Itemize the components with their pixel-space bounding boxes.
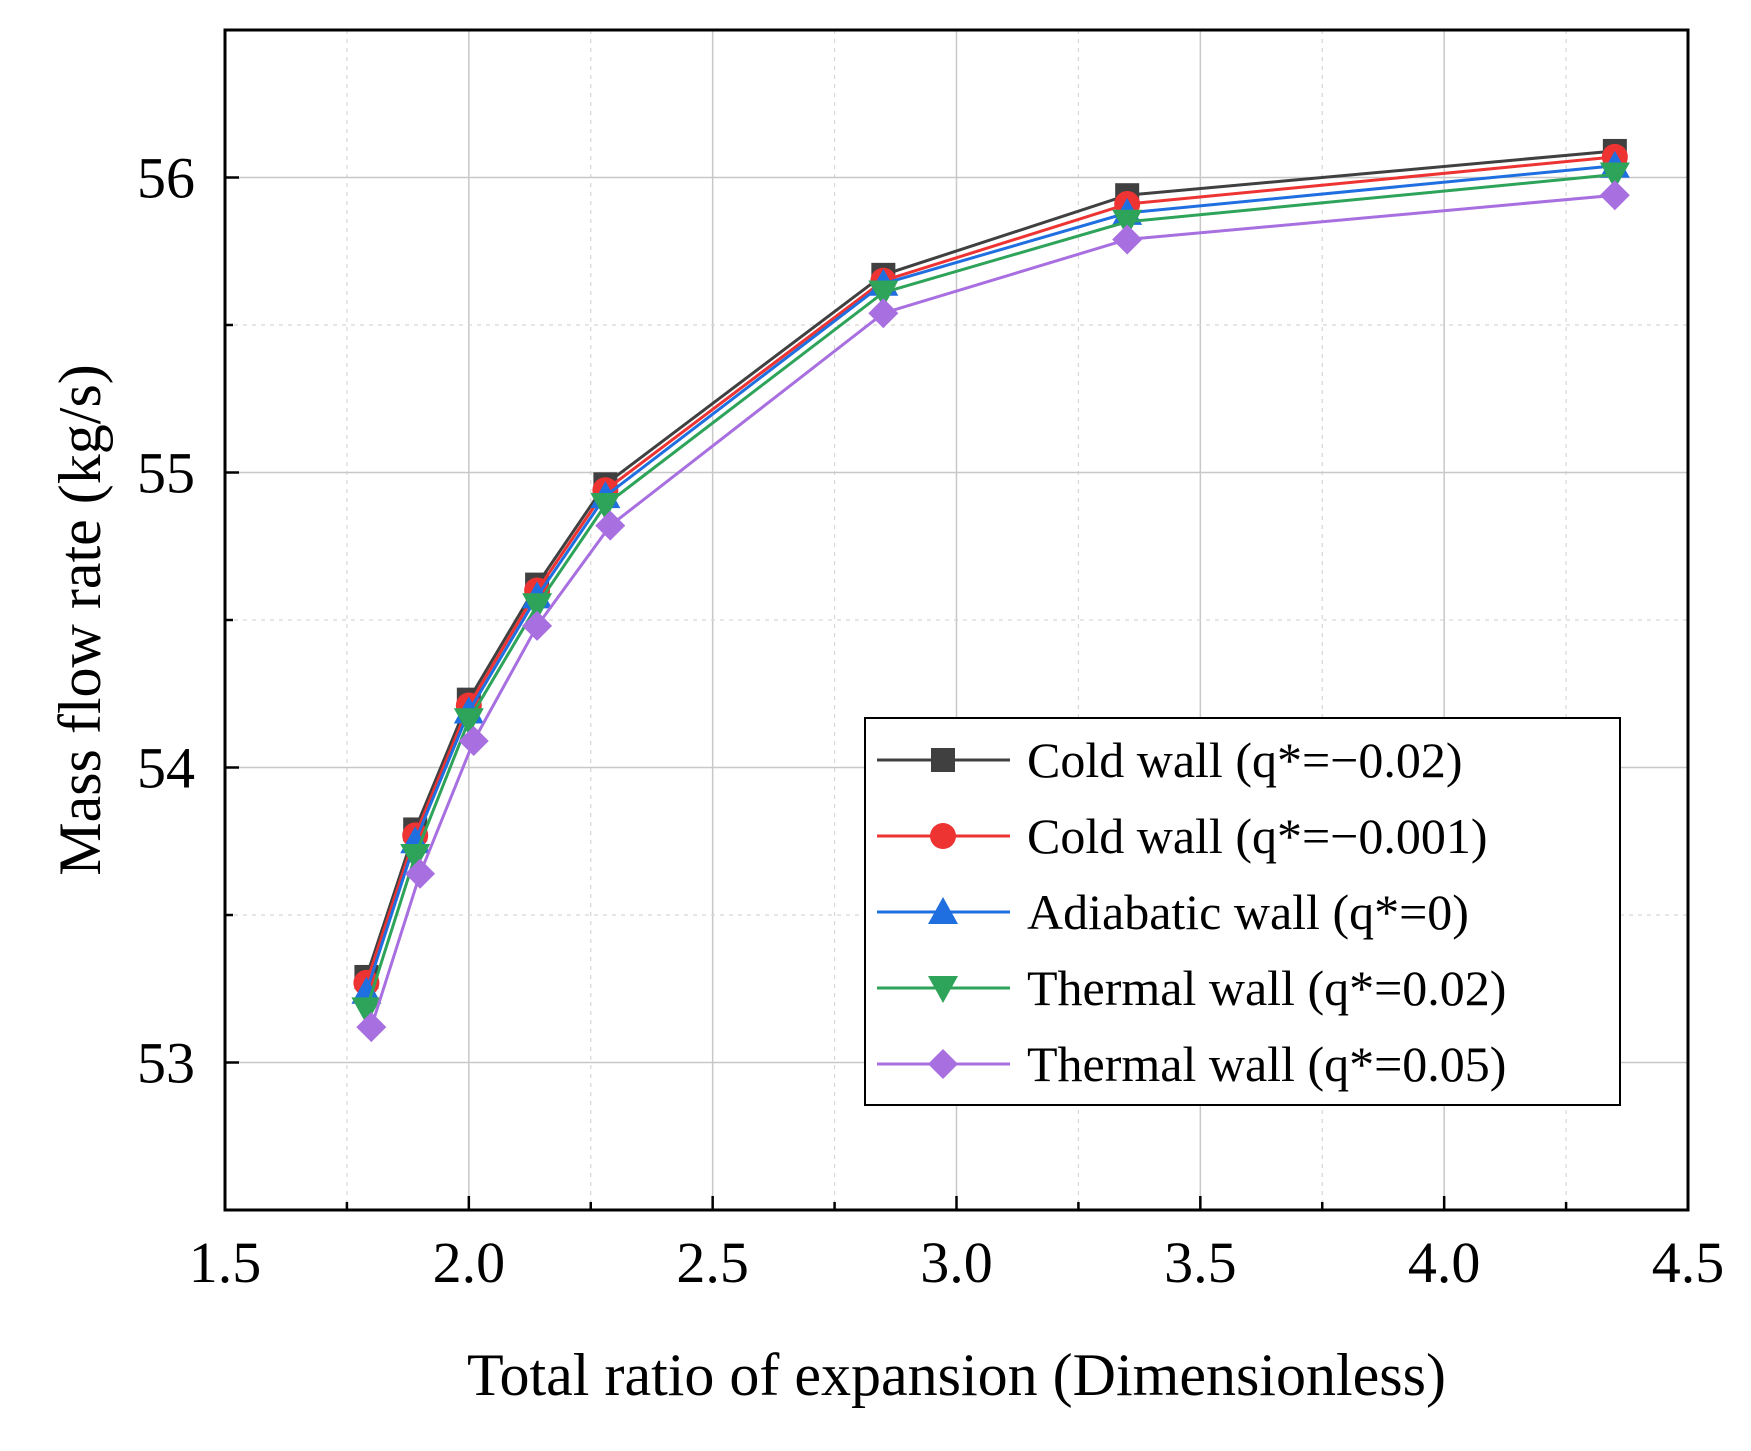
- x-tick-label: 4.5: [1652, 1230, 1725, 1295]
- data-point: [1599, 162, 1630, 190]
- series-4: [351, 162, 1630, 1025]
- data-point: [868, 280, 899, 308]
- data-point: [1112, 224, 1143, 255]
- legend-item: Cold wall (q*=−0.02): [877, 732, 1463, 788]
- data-point: [590, 492, 621, 520]
- y-tick-label: 55: [137, 441, 195, 506]
- series-layer: [351, 138, 1630, 1043]
- data-point: [453, 708, 484, 736]
- data-point: [1112, 209, 1143, 237]
- x-tick-label: 2.5: [676, 1230, 749, 1295]
- series-line: [364, 173, 1615, 1010]
- y-axis-title: Mass flow rate (kg/s): [47, 364, 113, 876]
- ticks: 1.5 2.0 2.5 3.0 3.5 4.0 4.5 53 54 55 56: [137, 28, 1725, 1295]
- x-tick-label: 2.0: [433, 1230, 506, 1295]
- x-axis-title: Total ratio of expansion (Dimensionless): [467, 1342, 1446, 1408]
- legend-label: Thermal wall (q*=0.02): [1027, 960, 1506, 1016]
- legend-item: Thermal wall (q*=0.05): [877, 1036, 1506, 1092]
- legend: Cold wall (q*=−0.02) Cold wall (q*=−0.001…: [864, 717, 1621, 1106]
- data-point: [595, 510, 626, 541]
- x-tick-label: 3.0: [920, 1230, 993, 1295]
- legend-marker: [928, 1049, 958, 1079]
- y-tick-label: 54: [137, 736, 195, 801]
- series-5: [356, 180, 1630, 1043]
- legend-item: Cold wall (q*=−0.001): [877, 808, 1488, 864]
- y-tick-label: 53: [137, 1031, 195, 1096]
- data-point: [1599, 180, 1630, 211]
- legend-marker: [930, 823, 956, 849]
- series-line: [364, 164, 1615, 993]
- data-point: [458, 725, 489, 756]
- data-point: [351, 976, 382, 1004]
- legend-label: Cold wall (q*=−0.02): [1027, 732, 1463, 788]
- legend-label: Thermal wall (q*=0.05): [1027, 1036, 1506, 1092]
- legend-label: Cold wall (q*=−0.001): [1027, 808, 1488, 864]
- data-point: [351, 997, 382, 1025]
- y-tick-label: 56: [137, 146, 195, 211]
- data-point: [405, 858, 436, 889]
- series-line: [364, 155, 1615, 984]
- data-point: [868, 298, 899, 329]
- x-tick-label: 4.0: [1408, 1230, 1481, 1295]
- series-line: [364, 149, 1615, 978]
- legend-item: Adiabatic wall (q*=0): [877, 884, 1469, 940]
- legend-label: Adiabatic wall (q*=0): [1027, 884, 1469, 940]
- data-point: [356, 1012, 387, 1043]
- legend-marker: [928, 897, 958, 924]
- series-line: [369, 193, 1615, 1028]
- x-tick-label: 3.5: [1164, 1230, 1237, 1295]
- data-point: [522, 610, 553, 641]
- legend-marker: [931, 748, 955, 772]
- x-tick-label: 1.5: [189, 1230, 262, 1295]
- data-point: [522, 593, 553, 621]
- legend-marker: [928, 976, 958, 1003]
- data-point: [400, 844, 431, 871]
- legend-item: Thermal wall (q*=0.02): [877, 960, 1506, 1016]
